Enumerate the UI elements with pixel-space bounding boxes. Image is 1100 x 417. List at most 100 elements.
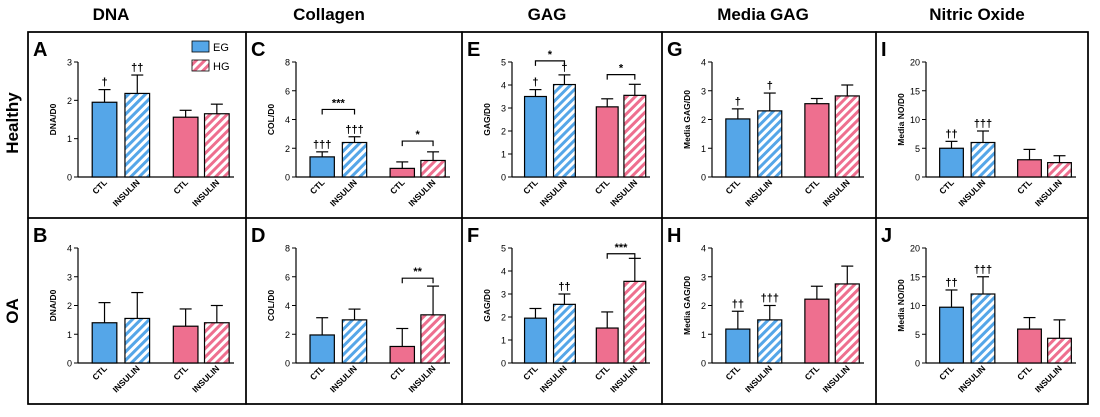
panel-b-y-tick-label: 4	[67, 244, 72, 254]
panel-g-dagger-mark: †	[767, 80, 773, 92]
column-title-nitric-oxide: Nitric Oxide	[929, 5, 1024, 24]
panel-i-bar-eg-ctl	[939, 147, 964, 178]
panel-b-letter: B	[33, 225, 47, 247]
panel-a-y-tick-label: 0	[67, 173, 72, 183]
panel-j-x-label: INSULIN	[956, 363, 987, 394]
panel-g-letter: G	[667, 39, 683, 61]
panel-g-x-label: CTL	[803, 177, 822, 196]
panel-g-dagger-mark: †	[735, 96, 741, 108]
panel-a-bar-hg-ctl	[172, 116, 199, 178]
panel-c-y-tick-label: 8	[285, 58, 290, 68]
panel-e-letter: E	[467, 39, 480, 61]
panel-f-letter: F	[467, 225, 479, 247]
panel-f-significance-bracket	[606, 253, 636, 259]
panel-i-x-label: INSULIN	[1033, 177, 1064, 208]
row-title-healthy: Healthy	[3, 92, 22, 154]
panel-c-bar-eg-ctl	[309, 156, 335, 178]
panel-c-dagger-mark: †††	[313, 139, 331, 151]
panel-d-x-label: CTL	[308, 363, 327, 382]
panel-e-y-tick-label: 3	[501, 104, 506, 114]
panel-g-x-label: INSULIN	[743, 177, 774, 208]
panel-b-x-label: INSULIN	[190, 363, 221, 394]
panel-f-dagger-mark: ††	[558, 281, 570, 293]
panel-a-dagger-mark: ††	[131, 62, 143, 74]
panel-a-letter: A	[33, 39, 47, 61]
panel-j-letter: J	[881, 225, 892, 247]
panel-e-y-tick-label: 4	[501, 81, 506, 91]
panel-a-bar-hg-insulin	[203, 113, 230, 178]
panel-j-y-tick-label: 10	[910, 301, 920, 311]
panel-b-bar-hg-ctl	[172, 325, 199, 364]
panel-h-y-tick-label: 0	[701, 359, 706, 369]
panel-c-y-tick-label: 0	[285, 173, 290, 183]
panel-c-dagger-mark: †††	[345, 124, 363, 136]
panel-h-letter: H	[667, 225, 681, 247]
panel-e-y-label: GAG/D0	[482, 103, 492, 136]
panel-i-y-tick-label: 15	[910, 86, 920, 96]
panel-i-y-tick-label: 10	[910, 115, 920, 125]
panel-e-x-label: CTL	[521, 177, 540, 196]
panel-a-y-tick-label: 1	[67, 134, 72, 144]
panel-b-x-label: CTL	[171, 363, 190, 382]
panel-c-y-tick-label: 4	[285, 115, 290, 125]
panel-a-bar-eg-insulin	[124, 92, 151, 178]
column-title-dna: DNA	[93, 5, 130, 24]
panel-a-x-label: INSULIN	[111, 177, 142, 208]
column-title-media-gag: Media GAG	[717, 5, 809, 24]
panel-j-dagger-mark: †††	[974, 264, 992, 276]
panel-j-bar-hg-ctl	[1017, 328, 1042, 364]
panel-b-y-tick-label: 3	[67, 272, 72, 282]
panel-f-y-tick-label: 4	[501, 267, 506, 277]
panel-h-bar-eg-insulin	[757, 319, 783, 364]
panel-g-bar-hg-ctl	[804, 103, 830, 178]
panel-c-significance-bracket	[321, 108, 356, 115]
column-title-gag: GAG	[528, 5, 567, 24]
column-title-collagen: Collagen	[293, 5, 365, 24]
panel-d-significance-bracket	[401, 277, 434, 284]
panel-e-significance-label: *	[619, 63, 624, 75]
panel-g-y-tick-label: 4	[701, 58, 706, 68]
panel-e-significance-bracket	[606, 74, 636, 80]
legend-label-eg: EG	[213, 42, 229, 54]
panel-a-x-label: INSULIN	[190, 177, 221, 208]
panel-c-x-label: INSULIN	[328, 177, 359, 208]
panel-i-y-tick-label: 0	[915, 173, 920, 183]
panel-e-significance-label: *	[548, 49, 553, 61]
panel-j-y-tick-label: 0	[915, 359, 920, 369]
panel-j-bar-eg-insulin	[970, 293, 996, 364]
legend: EG HG	[191, 40, 230, 73]
panel-c-y-tick-label: 2	[285, 144, 290, 154]
panel-i-dagger-mark: †††	[974, 118, 992, 130]
panel-h-y-tick-label: 3	[701, 272, 706, 282]
panel-e-y-tick-label: 2	[501, 127, 506, 137]
panel-a-x-label: CTL	[171, 177, 190, 196]
panel-f-x-label: INSULIN	[538, 363, 569, 394]
panel-j-x-label: INSULIN	[1033, 363, 1064, 394]
panel-f-y-tick-label: 2	[501, 313, 506, 323]
panel-j-dagger-mark: ††	[945, 277, 957, 289]
panel-h-bar-hg-ctl	[804, 298, 830, 364]
panel-d-letter: D	[251, 225, 265, 247]
panel-a-y-label: DNA/D0	[48, 103, 58, 135]
panel-g-y-tick-label: 2	[701, 115, 706, 125]
panel-b-bar-eg-insulin	[124, 317, 151, 364]
panel-h-x-label: CTL	[803, 363, 822, 382]
panel-f-bar-eg-ctl	[523, 317, 547, 364]
panel-a-y-tick-label: 2	[67, 96, 72, 106]
panel-h-y-tick-label: 4	[701, 244, 706, 254]
panel-d-x-label: CTL	[388, 363, 407, 382]
panel-e-bar-eg-ctl	[523, 95, 547, 178]
panel-d-y-tick-label: 0	[285, 359, 290, 369]
row-title-oa: OA	[3, 298, 22, 324]
panel-d-y-tick-label: 8	[285, 244, 290, 254]
panel-i-y-tick-label: 5	[915, 144, 920, 154]
panel-h-x-label: INSULIN	[743, 363, 774, 394]
panel-e-x-label: CTL	[593, 177, 612, 196]
panel-g-bar-eg-ctl	[725, 118, 751, 178]
panel-i-y-tick-label: 20	[910, 58, 920, 68]
